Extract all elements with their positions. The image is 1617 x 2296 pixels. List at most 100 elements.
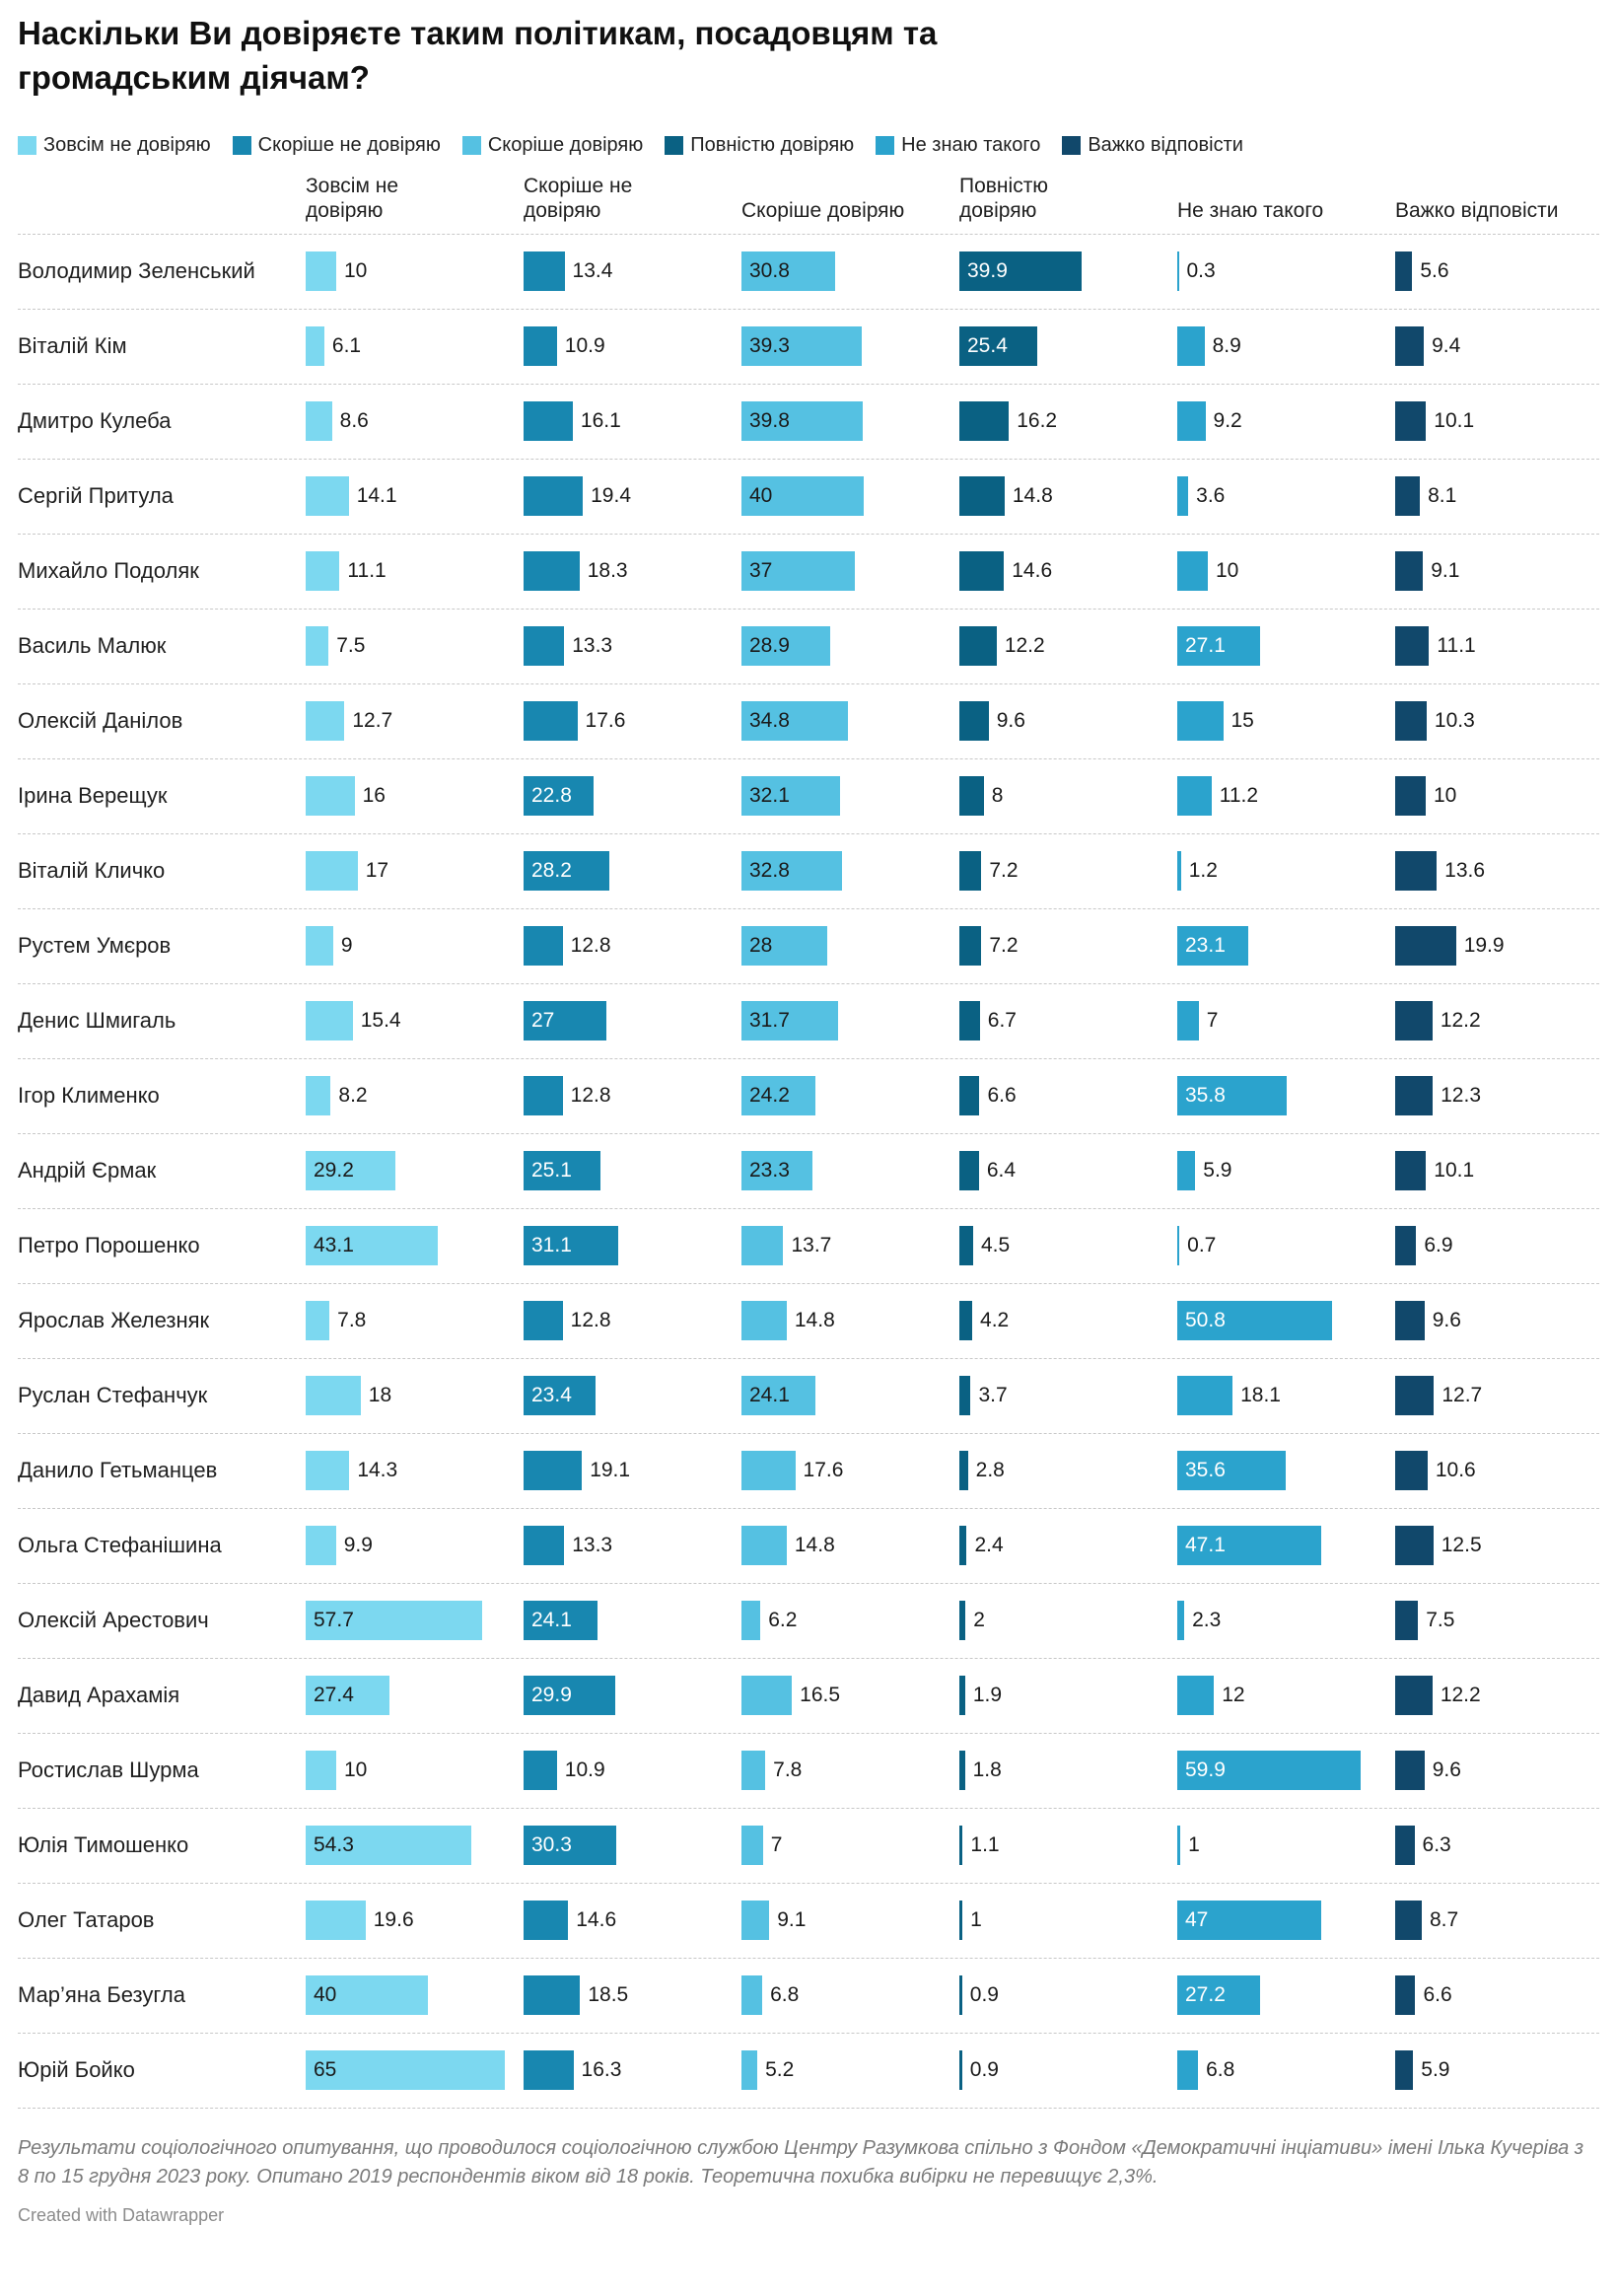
bar-value: 6.6	[987, 1084, 1017, 1108]
chart-row: Руслан Стефанчук 18 23.4 24.1 3.7 18.1 12.7	[18, 1357, 1599, 1433]
bar-cell: 10	[306, 1751, 524, 1791]
bar	[524, 1526, 565, 1566]
bar-value: 3.6	[1196, 484, 1226, 508]
bar	[959, 1076, 980, 1116]
datawrapper-attribution-link[interactable]: Created with Datawrapper	[18, 2204, 225, 2225]
bar	[741, 1526, 787, 1566]
bar	[306, 1826, 472, 1866]
row-label: Олексій Арестович	[18, 1608, 209, 1633]
bar	[1177, 1526, 1321, 1566]
bar-value: 19.9	[1463, 934, 1505, 958]
bar	[1177, 1001, 1199, 1041]
bar	[524, 476, 584, 517]
bar-cell: 17	[306, 851, 524, 892]
bar-value: 22.8	[531, 784, 572, 808]
bar	[1395, 1601, 1419, 1641]
bar-value: 25.1	[531, 1159, 572, 1183]
bar	[1395, 1076, 1434, 1116]
bar-value: 30.8	[749, 259, 790, 283]
bar-cell: 27.2	[1177, 1975, 1395, 2016]
bar-value: 9.2	[1213, 409, 1242, 433]
bar-value: 11.1	[347, 559, 387, 583]
row-label: Василь Малюк	[18, 633, 167, 659]
bar	[1395, 626, 1430, 667]
bar-value: 2.3	[1192, 1609, 1222, 1632]
bar	[306, 926, 333, 967]
bar-value: 47.1	[1185, 1534, 1226, 1557]
bar	[1395, 926, 1456, 967]
bar-cell: 14.3	[306, 1451, 524, 1491]
chart-row: Петро Порошенко 43.1 31.1 13.7 4.5 0.7 6.9	[18, 1207, 1599, 1283]
bar	[306, 2050, 505, 2091]
bar	[741, 251, 836, 292]
bar-value: 14.8	[794, 1309, 835, 1332]
bar	[1395, 1301, 1425, 1341]
legend-swatch	[461, 135, 481, 155]
bar-cell: 22.8	[524, 776, 741, 817]
bar-cell: 1.1	[959, 1826, 1177, 1866]
chart-row: Ігор Клименко 8.2 12.8 24.2 6.6 35.8 12.3	[18, 1057, 1599, 1133]
bar	[306, 851, 358, 892]
row-label: Олег Татаров	[18, 1907, 155, 1933]
bar-cell: 4.2	[959, 1301, 1177, 1341]
bar-value: 1.9	[972, 1684, 1003, 1707]
bar-cell: 40	[741, 476, 959, 517]
bar-value: 1.8	[972, 1758, 1002, 1782]
bar-cell: 12.8	[524, 1076, 741, 1116]
bar-value: 6.6	[1423, 1983, 1452, 2007]
bar-value: 7.8	[773, 1758, 803, 1782]
bar-value: 9.1	[777, 1908, 807, 1932]
bar-cell: 12.2	[959, 626, 1177, 667]
bar-value: 12.2	[1004, 634, 1045, 658]
row-label: Ольга Стефанішина	[18, 1533, 222, 1558]
bar	[959, 1601, 966, 1641]
bar-cell: 19.4	[524, 476, 741, 517]
bar	[1177, 1826, 1181, 1866]
bar-cell: 39.3	[741, 326, 959, 367]
bar-value: 14.8	[1012, 484, 1053, 508]
bar-cell: 2.3	[1177, 1601, 1395, 1641]
bar-value: 8.6	[339, 409, 369, 433]
bar-cell: 7.2	[959, 851, 1177, 892]
bar-value: 40	[314, 1983, 337, 2007]
bar-cell: 9	[306, 926, 524, 967]
bar	[741, 1975, 763, 2016]
bar-cell: 39.9	[959, 251, 1177, 292]
bar	[524, 1076, 563, 1116]
legend-item: Не знаю такого	[876, 134, 1040, 157]
bar-cell: 14.8	[959, 476, 1177, 517]
bar	[524, 2050, 574, 2091]
bar-value: 12	[1222, 1684, 1245, 1707]
bar	[959, 551, 1005, 592]
bar	[306, 326, 324, 367]
bar-cell: 0.7	[1177, 1226, 1395, 1266]
bar	[959, 1226, 973, 1266]
bar-cell: 12.7	[306, 701, 524, 742]
chart-row: Олексій Данілов 12.7 17.6 34.8 9.6 15 10.3	[18, 682, 1599, 758]
bar	[524, 1826, 616, 1866]
bar-cell: 43.1	[306, 1226, 524, 1266]
bar	[524, 926, 563, 967]
bar-cell: 8.9	[1177, 326, 1395, 367]
bar	[306, 1301, 330, 1341]
bar	[959, 251, 1082, 292]
bar-value: 40	[749, 484, 773, 508]
chart-rows: Володимир Зеленський 10 13.4 30.8 39.9 0.3 5.6…	[18, 233, 1599, 2109]
legend-item: Зовсім не довіряю	[18, 134, 211, 157]
bar-cell: 8	[959, 776, 1177, 817]
chart-row: Володимир Зеленський 10 13.4 30.8 39.9 0.3 5.6	[18, 233, 1599, 309]
bar-value: 16.1	[580, 409, 621, 433]
bar-cell: 27	[524, 1001, 741, 1041]
row-label: Ростислав Шурма	[18, 1758, 199, 1783]
legend-label: Не знаю такого	[901, 133, 1041, 156]
bar-value: 7.2	[989, 859, 1019, 883]
bar-value: 1.2	[1188, 859, 1218, 883]
row-label: Ірина Верещук	[18, 783, 168, 809]
bar-value: 28	[749, 934, 773, 958]
bar-cell: 6.7	[959, 1001, 1177, 1041]
chart-row: Ірина Верещук 16 22.8 32.1 8 11.2 10	[18, 757, 1599, 833]
bar	[741, 476, 864, 517]
bar-value: 23.1	[1185, 934, 1226, 958]
bar-value: 9	[340, 934, 353, 958]
bar-value: 14.6	[1012, 559, 1053, 583]
